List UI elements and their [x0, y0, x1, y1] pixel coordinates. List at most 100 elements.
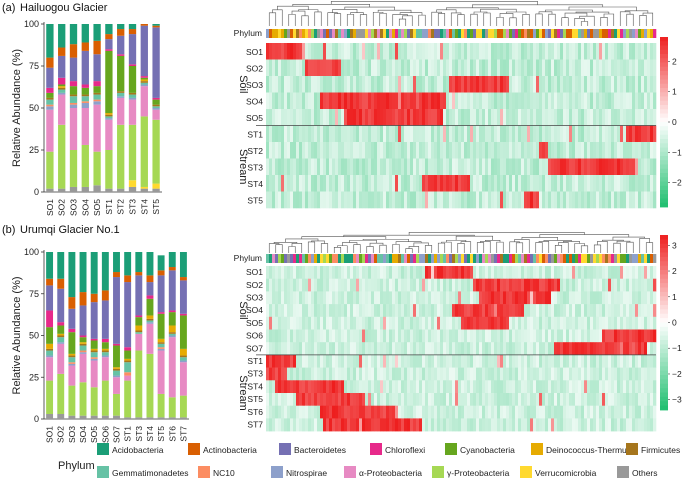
heatmap-cell: [629, 316, 633, 330]
phylum-strip-cell: [569, 254, 573, 263]
heatmap-cell: [383, 158, 387, 176]
heatmap-cell: [410, 43, 414, 60]
bar-segment-so5--proteobacteria: [90, 387, 98, 416]
heatmap-cell: [608, 76, 612, 93]
heatmap-cell: [581, 175, 585, 192]
heatmap-cell: [464, 380, 468, 394]
heatmap-cell: [545, 367, 549, 381]
heatmap-cell: [608, 316, 612, 330]
heatmap-cell: [596, 304, 600, 318]
heatmap-cell: [497, 158, 501, 176]
heatmap-cell: [566, 59, 570, 77]
heatmap-cell: [332, 278, 336, 292]
heatmap-cell: [368, 109, 372, 126]
heatmap-cell: [569, 142, 573, 159]
heatmap-cell: [275, 109, 279, 126]
bar-segment-so6-deinococcus-thermus: [101, 348, 109, 351]
heatmap-cell: [641, 380, 645, 394]
bar-segment-so6-chloroflexi: [101, 338, 109, 343]
heatmap-cell: [644, 393, 648, 406]
bar-segment-st1-firmicutes: [105, 114, 113, 117]
heatmap-cell: [335, 367, 339, 381]
heatmap-cell: [638, 142, 642, 159]
heatmap-cell: [287, 43, 291, 60]
heatmap-cell: [524, 329, 528, 343]
heatmap-cell: [296, 158, 300, 176]
heatmap-cell: [539, 92, 543, 110]
heatmap-cell: [476, 191, 480, 209]
heatmap-cell: [638, 59, 642, 77]
heatmap-cell: [287, 354, 291, 368]
bar-segment-so6-bacteroidetes: [101, 300, 109, 339]
phylum-strip-cell: [509, 29, 513, 38]
heatmap-cell: [554, 125, 558, 143]
heatmap-cell: [563, 125, 567, 143]
heatmap-cell: [653, 278, 657, 292]
heatmap-cell: [335, 158, 339, 176]
heatmap-cell: [521, 175, 525, 192]
bar-segment-st4-gemmatimonadetes: [146, 320, 154, 323]
heatmap-cell: [569, 191, 573, 209]
phylum-strip-cell: [302, 29, 306, 38]
dendrogram-branch: [600, 17, 608, 26]
heatmap-cell: [335, 354, 339, 368]
heatmap-cell: [560, 59, 564, 77]
heatmap-cell: [467, 393, 471, 406]
heatmap-cell: [287, 59, 291, 77]
heatmap-cell: [551, 393, 555, 406]
heatmap-cell: [485, 142, 489, 159]
heatmap-cell: [650, 380, 654, 394]
heatmap-cell: [482, 291, 486, 305]
heatmap-cell: [572, 291, 576, 305]
heatmap-cell: [296, 380, 300, 394]
heatmap-cell: [524, 304, 528, 318]
heatmap-cell: [479, 158, 483, 176]
heatmap-cell: [452, 354, 456, 368]
heatmap-cell: [308, 418, 312, 432]
heatmap-cell: [458, 342, 462, 356]
heatmap-cell: [581, 380, 585, 394]
heatmap-cell: [431, 278, 435, 292]
heatmap-cell: [320, 158, 324, 176]
heatmap-cell: [623, 59, 627, 77]
heatmap-cell: [365, 191, 369, 209]
heatmap-cell: [347, 405, 351, 419]
heatmap-cell: [449, 43, 453, 60]
colorbar-tick-label: 2: [672, 266, 677, 276]
heatmap-cell: [527, 191, 531, 209]
heatmap-cell: [479, 109, 483, 126]
bar-segment-st5-bacteroidetes: [157, 275, 165, 313]
heatmap-cell: [308, 405, 312, 419]
heatmap-cell: [350, 76, 354, 93]
heatmap-cell: [275, 405, 279, 419]
heatmap-cell: [311, 393, 315, 406]
x-tick-label: ST3: [128, 199, 138, 215]
heatmap-cell: [386, 125, 390, 143]
heatmap-cell: [458, 76, 462, 93]
heatmap-cell: [299, 380, 303, 394]
heatmap-cell: [530, 291, 534, 305]
heatmap-cell: [386, 354, 390, 368]
bar-segment-st5--proteobacteria: [157, 350, 165, 394]
colorbar-segment: [660, 45, 668, 51]
heatmap-cell: [416, 109, 420, 126]
heatmap-cell: [446, 191, 450, 209]
heatmap-cell: [272, 380, 276, 394]
heatmap-cell: [350, 380, 354, 394]
heatmap-cell: [302, 393, 306, 406]
heatmap-row-label: SO4: [246, 305, 263, 315]
heatmap-cell: [494, 43, 498, 60]
phylum-strip-cell: [506, 254, 510, 263]
heatmap-cell: [500, 380, 504, 394]
bar-segment-st4-nitrospirae: [140, 84, 148, 87]
heatmap-cell: [530, 59, 534, 77]
heatmap-cell: [569, 316, 573, 330]
heatmap-cell: [452, 380, 456, 394]
bar-segment-so1-chloroflexi: [46, 87, 54, 93]
heatmap-cell: [416, 418, 420, 432]
heatmap-cell: [632, 142, 636, 159]
heatmap-cell: [650, 158, 654, 176]
heatmap-cell: [584, 158, 588, 176]
heatmap-cell: [608, 405, 612, 419]
bar-segment-so7-firmicutes: [113, 368, 120, 371]
